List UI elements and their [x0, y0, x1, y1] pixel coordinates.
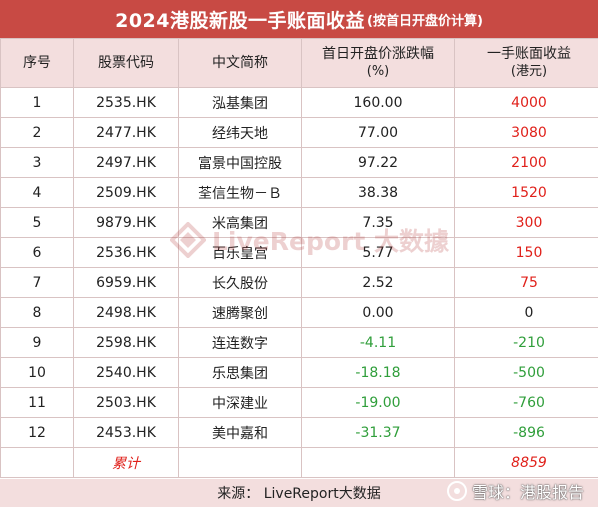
cell-name: 荃信生物－Ｂ	[178, 177, 302, 208]
cell-gain: -760	[454, 387, 598, 418]
cell-code: 2540.HK	[73, 357, 179, 388]
cell-seq: 7	[0, 267, 74, 298]
cell-change: -4.11	[301, 327, 455, 358]
cell-gain: -896	[454, 417, 598, 448]
total-empty-cell	[0, 447, 74, 478]
header-gain: 一手账面收益 (港元)	[454, 38, 598, 88]
cell-change: -31.37	[301, 417, 455, 448]
table-header-row: 序号 股票代码 中文简称 首日开盘价涨跌幅 (%) 一手账面收益 (港元)	[0, 38, 598, 88]
cell-code: 2535.HK	[73, 87, 179, 118]
table-row: 3 2497.HK 富景中国控股 97.22 2100	[0, 147, 598, 178]
cell-change: 7.35	[301, 207, 455, 238]
snowball-logo-icon	[447, 481, 467, 501]
cell-name: 经纬天地	[178, 117, 302, 148]
cell-seq: 4	[0, 177, 74, 208]
table-row: 6 2536.HK 百乐皇宫 5.77 150	[0, 237, 598, 268]
cell-change: 5.77	[301, 237, 455, 268]
cell-code: 2497.HK	[73, 147, 179, 178]
header-gain-line1: 一手账面收益	[487, 46, 571, 62]
table-body: 1 2535.HK 泓基集团 160.00 4000 2 2477.HK 经纬天…	[0, 87, 598, 478]
cell-gain: 4000	[454, 87, 598, 118]
cell-seq: 1	[0, 87, 74, 118]
table-row: 1 2535.HK 泓基集团 160.00 4000	[0, 87, 598, 118]
cell-gain: 150	[454, 237, 598, 268]
total-label: 累计	[73, 447, 179, 478]
table-row: 10 2540.HK 乐思集团 -18.18 -500	[0, 357, 598, 388]
cell-code: 2598.HK	[73, 327, 179, 358]
total-empty-cell	[178, 447, 302, 478]
snowball-badge: 雪球：港股报告	[446, 476, 584, 506]
cell-change: -19.00	[301, 387, 455, 418]
cell-change: 97.22	[301, 147, 455, 178]
cell-gain: -500	[454, 357, 598, 388]
cell-change: 2.52	[301, 267, 455, 298]
cell-seq: 2	[0, 117, 74, 148]
cell-seq: 5	[0, 207, 74, 238]
cell-name: 泓基集团	[178, 87, 302, 118]
header-code: 股票代码	[73, 38, 179, 88]
cell-code: 2536.HK	[73, 237, 179, 268]
header-gain-line2: (港元)	[510, 64, 548, 79]
table-row: 2 2477.HK 经纬天地 77.00 3080	[0, 117, 598, 148]
cell-name: 富景中国控股	[178, 147, 302, 178]
header-change: 首日开盘价涨跌幅 (%)	[301, 38, 455, 88]
source-footer: 来源： LiveReport大数据	[0, 479, 598, 507]
cell-name: 连连数字	[178, 327, 302, 358]
cell-change: 38.38	[301, 177, 455, 208]
table-row: 9 2598.HK 连连数字 -4.11 -210	[0, 327, 598, 358]
table-row: 4 2509.HK 荃信生物－Ｂ 38.38 1520	[0, 177, 598, 208]
cell-gain: 2100	[454, 147, 598, 178]
total-value: 8859	[454, 447, 598, 478]
cell-gain: -210	[454, 327, 598, 358]
cell-code: 2453.HK	[73, 417, 179, 448]
cell-code: 2477.HK	[73, 117, 179, 148]
header-change-line1: 首日开盘价涨跌幅	[322, 46, 434, 62]
cell-name: 米高集团	[178, 207, 302, 238]
ipo-gain-table: 序号 股票代码 中文简称 首日开盘价涨跌幅 (%) 一手账面收益 (港元) 1 …	[0, 38, 598, 478]
cell-name: 百乐皇宫	[178, 237, 302, 268]
table-row: 7 6959.HK 长久股份 2.52 75	[0, 267, 598, 298]
cell-seq: 8	[0, 297, 74, 328]
cell-code: 2498.HK	[73, 297, 179, 328]
cell-seq: 10	[0, 357, 74, 388]
cell-name: 速腾聚创	[178, 297, 302, 328]
cell-name: 长久股份	[178, 267, 302, 298]
cell-seq: 3	[0, 147, 74, 178]
source-text: 来源： LiveReport大数据	[217, 486, 381, 502]
cell-name: 中深建业	[178, 387, 302, 418]
header-change-line2: (%)	[366, 64, 390, 79]
cell-seq: 11	[0, 387, 74, 418]
cell-change: 77.00	[301, 117, 455, 148]
total-row: 累计 8859	[0, 447, 598, 478]
cell-seq: 12	[0, 417, 74, 448]
cell-name: 乐思集团	[178, 357, 302, 388]
badge-text: 雪球：港股报告	[472, 483, 585, 502]
cell-gain: 3080	[454, 117, 598, 148]
cell-change: 160.00	[301, 87, 455, 118]
header-name: 中文简称	[178, 38, 302, 88]
table-title-bar: 2024港股新股一手账面收益 (按首日开盘价计算)	[0, 0, 598, 38]
cell-seq: 6	[0, 237, 74, 268]
cell-change: -18.18	[301, 357, 455, 388]
cell-code: 6959.HK	[73, 267, 179, 298]
cell-gain: 75	[454, 267, 598, 298]
total-empty-cell	[301, 447, 455, 478]
table-subtitle: (按首日开盘价计算)	[367, 13, 483, 29]
cell-code: 9879.HK	[73, 207, 179, 238]
header-seq: 序号	[0, 38, 74, 88]
cell-seq: 9	[0, 327, 74, 358]
cell-name: 美中嘉和	[178, 417, 302, 448]
cell-gain: 0	[454, 297, 598, 328]
cell-code: 2503.HK	[73, 387, 179, 418]
table-row: 12 2453.HK 美中嘉和 -31.37 -896	[0, 417, 598, 448]
cell-code: 2509.HK	[73, 177, 179, 208]
table-title: 2024港股新股一手账面收益	[115, 9, 365, 32]
table-row: 8 2498.HK 速腾聚创 0.00 0	[0, 297, 598, 328]
table-row: 11 2503.HK 中深建业 -19.00 -760	[0, 387, 598, 418]
cell-gain: 300	[454, 207, 598, 238]
cell-change: 0.00	[301, 297, 455, 328]
cell-gain: 1520	[454, 177, 598, 208]
table-row: 5 9879.HK 米高集团 7.35 300	[0, 207, 598, 238]
